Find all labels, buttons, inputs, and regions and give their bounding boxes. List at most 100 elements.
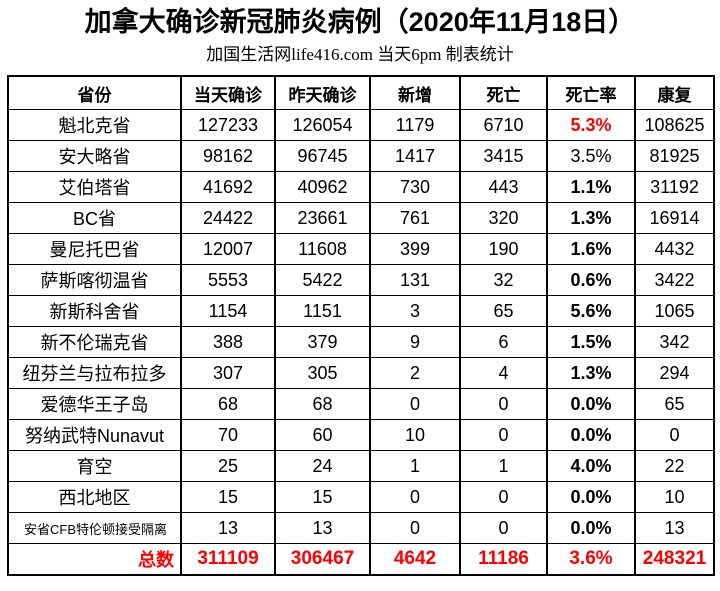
- cell-yesterday-confirmed: 5422: [274, 264, 371, 296]
- cell-death-rate: 5.6%: [546, 295, 636, 327]
- cell-death-rate: 1.5%: [546, 326, 636, 358]
- cell-province: 新不伦瑞克省: [7, 326, 182, 358]
- cell-deaths: 190: [459, 233, 548, 265]
- cell-yesterday-confirmed: 40962: [274, 171, 371, 203]
- table-header: 省份 当天确诊 昨天确诊 新增 死亡 死亡率 康复: [7, 75, 715, 110]
- cell-new-cases: 1: [369, 450, 461, 482]
- table-row: 新斯科舍省 1154 1151 3 65 5.6% 1065: [7, 295, 715, 327]
- cell-today-confirmed: 70: [180, 419, 276, 451]
- cell-recovered: 10: [634, 481, 715, 513]
- cell-deaths: 65: [459, 295, 548, 327]
- cell-deaths: 0: [459, 388, 548, 420]
- cell-province: 纽芬兰与拉布拉多: [7, 357, 182, 389]
- cell-province: 育空: [7, 450, 182, 482]
- column-header: 死亡率: [546, 75, 636, 110]
- cell-deaths: 0: [459, 512, 548, 544]
- cell-deaths: 6710: [459, 109, 548, 141]
- cell-yesterday-confirmed: 305: [274, 357, 371, 389]
- cell-new-cases: 9: [369, 326, 461, 358]
- cell-recovered: 108625: [634, 109, 715, 141]
- cell-yesterday-confirmed: 1151: [274, 295, 371, 327]
- cell-recovered: 3422: [634, 264, 715, 296]
- cell-today-confirmed: 127233: [180, 109, 276, 141]
- cell-recovered: 16914: [634, 202, 715, 234]
- total-label: 总数: [7, 543, 182, 576]
- column-header: 康复: [634, 75, 715, 110]
- cell-deaths: 11186: [459, 543, 548, 576]
- column-header: 昨天确诊: [274, 75, 371, 110]
- cell-new-cases: 1179: [369, 109, 461, 141]
- cell-new-cases: 4642: [369, 543, 461, 576]
- cell-recovered: 22: [634, 450, 715, 482]
- cell-province: 爱德华王子岛: [7, 388, 182, 420]
- cell-yesterday-confirmed: 23661: [274, 202, 371, 234]
- cell-yesterday-confirmed: 306467: [274, 543, 371, 576]
- cell-yesterday-confirmed: 13: [274, 512, 371, 544]
- cell-yesterday-confirmed: 96745: [274, 140, 371, 172]
- table-row: 育空 25 24 1 1 4.0% 22: [7, 450, 715, 482]
- cell-province: 西北地区: [7, 481, 182, 513]
- table-row: 努纳武特Nunavut 70 60 10 0 0.0% 0: [7, 419, 715, 451]
- cell-today-confirmed: 98162: [180, 140, 276, 172]
- cell-death-rate: 0.0%: [546, 388, 636, 420]
- cell-today-confirmed: 1154: [180, 295, 276, 327]
- cell-province: 曼尼托巴省: [7, 233, 182, 265]
- cell-deaths: 0: [459, 419, 548, 451]
- cell-province: 艾伯塔省: [7, 171, 182, 203]
- cell-yesterday-confirmed: 60: [274, 419, 371, 451]
- cell-today-confirmed: 388: [180, 326, 276, 358]
- table-row: BC省 24422 23661 761 320 1.3% 16914: [7, 202, 715, 234]
- source-caption: 加国生活网life416.com 当天6pm 制表统计: [206, 45, 514, 64]
- cell-deaths: 1: [459, 450, 548, 482]
- cell-province: 安大略省: [7, 140, 182, 172]
- column-header: 新增: [369, 75, 461, 110]
- cell-today-confirmed: 24422: [180, 202, 276, 234]
- cell-province: 魁北克省: [7, 109, 182, 141]
- table-row: 安大略省 98162 96745 1417 3415 3.5% 81925: [7, 140, 715, 172]
- cell-new-cases: 0: [369, 512, 461, 544]
- cell-today-confirmed: 311109: [180, 543, 276, 576]
- cell-death-rate: 3.5%: [546, 140, 636, 172]
- cell-province: 萨斯喀彻温省: [7, 264, 182, 296]
- cell-new-cases: 0: [369, 481, 461, 513]
- cell-new-cases: 1417: [369, 140, 461, 172]
- cell-new-cases: 761: [369, 202, 461, 234]
- cell-recovered: 81925: [634, 140, 715, 172]
- table-row: 艾伯塔省 41692 40962 730 443 1.1% 31192: [7, 171, 715, 203]
- cell-yesterday-confirmed: 15: [274, 481, 371, 513]
- table-row: 西北地区 15 15 0 0 0.0% 10: [7, 481, 715, 513]
- cell-death-rate: 4.0%: [546, 450, 636, 482]
- cell-province: 新斯科舍省: [7, 295, 182, 327]
- table-row: 安省CFB特伦顿接受隔离 13 13 0 0 0.0% 13: [7, 512, 715, 544]
- cell-today-confirmed: 5553: [180, 264, 276, 296]
- cell-recovered: 294: [634, 357, 715, 389]
- cell-new-cases: 3: [369, 295, 461, 327]
- cell-death-rate: 0.0%: [546, 512, 636, 544]
- cell-today-confirmed: 41692: [180, 171, 276, 203]
- cell-today-confirmed: 307: [180, 357, 276, 389]
- cell-today-confirmed: 13: [180, 512, 276, 544]
- cell-deaths: 0: [459, 481, 548, 513]
- covid-stats-table: 省份 当天确诊 昨天确诊 新增 死亡 死亡率 康复 魁北克省 127233 126054 1179…: [7, 75, 715, 576]
- cell-yesterday-confirmed: 11608: [274, 233, 371, 265]
- cell-deaths: 32: [459, 264, 548, 296]
- header-row: 省份 当天确诊 昨天确诊 新增 死亡 死亡率 康复: [7, 75, 715, 110]
- cell-province: 安省CFB特伦顿接受隔离: [7, 512, 182, 544]
- cell-deaths: 320: [459, 202, 548, 234]
- cell-today-confirmed: 68: [180, 388, 276, 420]
- table-row: 新不伦瑞克省 388 379 9 6 1.5% 342: [7, 326, 715, 358]
- cell-recovered: 342: [634, 326, 715, 358]
- cell-deaths: 3415: [459, 140, 548, 172]
- cell-death-rate: 1.6%: [546, 233, 636, 265]
- cell-province: 努纳武特Nunavut: [7, 419, 182, 451]
- cell-new-cases: 131: [369, 264, 461, 296]
- table-row: 魁北克省 127233 126054 1179 6710 5.3% 108625: [7, 109, 715, 141]
- table-row: 萨斯喀彻温省 5553 5422 131 32 0.6% 3422: [7, 264, 715, 296]
- cell-deaths: 6: [459, 326, 548, 358]
- cell-death-rate: 5.3%: [546, 109, 636, 141]
- cell-recovered: 248321: [634, 543, 715, 576]
- cell-new-cases: 0: [369, 388, 461, 420]
- cell-recovered: 1065: [634, 295, 715, 327]
- column-header: 省份: [7, 75, 182, 110]
- cell-deaths: 4: [459, 357, 548, 389]
